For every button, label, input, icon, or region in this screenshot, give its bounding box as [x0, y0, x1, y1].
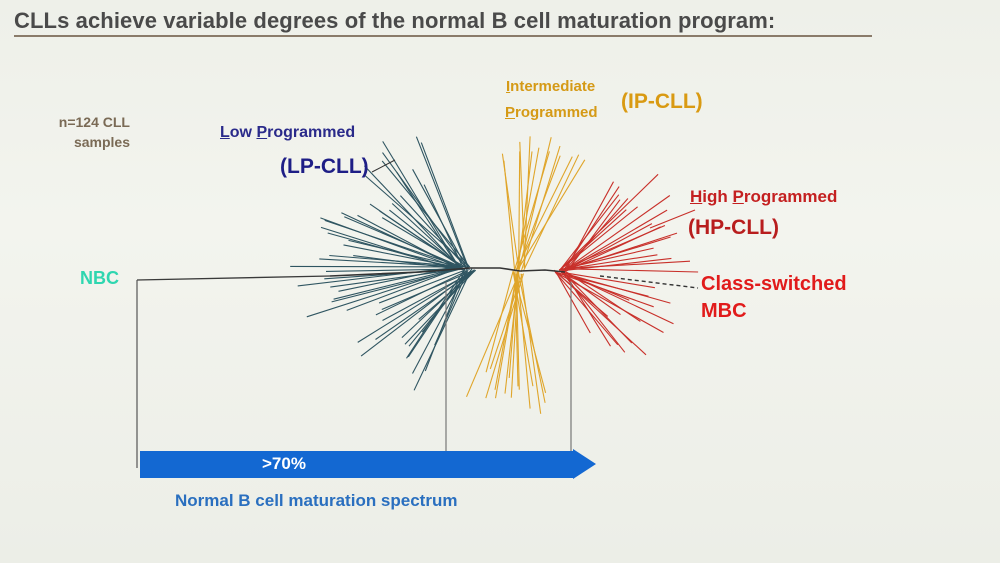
hp-cll-branch — [568, 260, 691, 269]
tree-backbone — [329, 267, 566, 277]
maturation-percent: >70% — [262, 454, 306, 473]
ip-cll-branch — [515, 156, 573, 272]
hp-cll-branch — [555, 271, 591, 334]
sample-count-label: n=124 CLL samples — [58, 114, 130, 150]
lp-cll-branch — [424, 268, 466, 372]
ip-cll-name-line2: Programmed — [505, 104, 598, 121]
lp-cll-branch — [297, 266, 460, 287]
lp-cll-branch — [378, 269, 465, 304]
ip-cll-branch — [503, 160, 516, 272]
hp-cll-branch — [567, 236, 671, 269]
ip-cll-name-line1: Intermediate — [506, 78, 596, 95]
lp-cll-branch — [415, 136, 469, 269]
ip-cll-branch — [485, 273, 525, 399]
hp-cll-branch — [560, 271, 671, 304]
lp-cll-branch — [344, 216, 463, 268]
hp-cll-branch — [559, 206, 638, 271]
lp-cll-branch — [399, 195, 468, 270]
lp-cll-branch — [396, 171, 461, 271]
hp-cll-branches — [553, 173, 699, 356]
lp-cll-name: Low Programmed — [220, 124, 356, 141]
spectrum-label: Normal B cell maturation spectrum — [175, 491, 458, 510]
mbc-label: MBC — [701, 300, 747, 322]
ip-cll-branch — [517, 155, 561, 269]
lp-cll-branch — [324, 219, 461, 267]
hp-cll-branch — [570, 268, 699, 273]
ip-cll-branch — [514, 151, 550, 269]
hp-cll-abbrev: (HP-CLL) — [688, 216, 779, 239]
hp-cll-branch — [561, 270, 674, 325]
hp-cll-branch — [559, 173, 659, 270]
hp-cll-branch — [556, 272, 664, 333]
lp-cll-branch — [346, 265, 464, 311]
ip-cll-branch — [514, 270, 519, 387]
class-switched-label: Class-switched — [701, 273, 847, 295]
lp-cll-branch — [290, 265, 460, 268]
ip-cll-branch — [518, 137, 552, 272]
lp-cll-branch — [391, 203, 461, 267]
lp-cll-branches — [290, 136, 477, 391]
hp-cll-branch — [562, 273, 621, 316]
lp-cll-branch — [319, 258, 463, 268]
title-underline — [14, 35, 872, 37]
ip-cll-abbrev: (IP-CLL) — [621, 90, 703, 113]
ip-cll-branch — [517, 159, 586, 270]
lp-cll-branch — [375, 271, 466, 316]
lp-cll-branch — [381, 160, 471, 268]
hp-cll-branch — [564, 272, 611, 347]
ip-cll-branch — [518, 151, 521, 269]
slide-title: CLLs achieve variable degrees of the nor… — [14, 8, 776, 33]
lp-cll-branch — [363, 174, 470, 268]
hp-cll-branch — [566, 199, 621, 272]
hp-cll-name: High Programmed — [690, 187, 838, 206]
lp-cll-branch — [420, 142, 470, 271]
ip-cll-branches — [465, 136, 586, 414]
hp-cll-branch — [563, 209, 668, 272]
lp-cll-branch — [329, 254, 466, 268]
ip-cll-branch — [520, 273, 542, 414]
hp-cll-branch — [560, 270, 633, 344]
ip-cll-branch — [489, 273, 523, 370]
hp-cll-branch — [563, 269, 641, 322]
hp-cll-branch — [564, 272, 655, 289]
ip-cll-branch — [494, 270, 519, 399]
hp-cll-branch — [564, 195, 671, 271]
lp-cll-branch — [343, 244, 461, 269]
lp-cll-abbrev: (LP-CLL) — [280, 155, 369, 178]
hp-cll-branch — [563, 224, 666, 270]
class-switched-branch — [599, 275, 699, 289]
ip-cll-branch — [516, 270, 531, 409]
nbc-label: NBC — [80, 268, 119, 288]
lp-cll-branch — [360, 270, 472, 357]
lp-cll-branch — [353, 255, 466, 271]
lp-pointer-line — [371, 159, 396, 173]
nbc-root-branch — [136, 275, 331, 281]
lp-cll-branch — [348, 239, 461, 268]
ip-cll-branch — [517, 271, 546, 403]
maturation-arrow — [140, 449, 596, 479]
lp-cll-branch — [382, 152, 467, 269]
ip-cll-branch — [523, 154, 580, 272]
ip-cll-branch — [465, 273, 520, 398]
hp-cll-branch — [560, 194, 620, 270]
hp-cll-branch — [560, 209, 627, 270]
hp-cll-branch — [553, 269, 647, 356]
lp-cll-branch — [333, 267, 460, 300]
lp-cll-branch — [407, 267, 469, 358]
lp-cll-branch — [306, 267, 460, 318]
lp-cll-branch — [381, 217, 465, 267]
lp-cll-branch — [330, 268, 464, 288]
ip-cll-branch — [485, 271, 514, 373]
lp-cll-branch — [413, 269, 472, 391]
ip-cll-branch — [510, 270, 520, 398]
lp-cll-branch — [357, 269, 475, 343]
hp-cll-branch — [558, 247, 654, 271]
hp-pointer-line — [649, 209, 696, 229]
lp-cll-branch — [406, 269, 465, 359]
